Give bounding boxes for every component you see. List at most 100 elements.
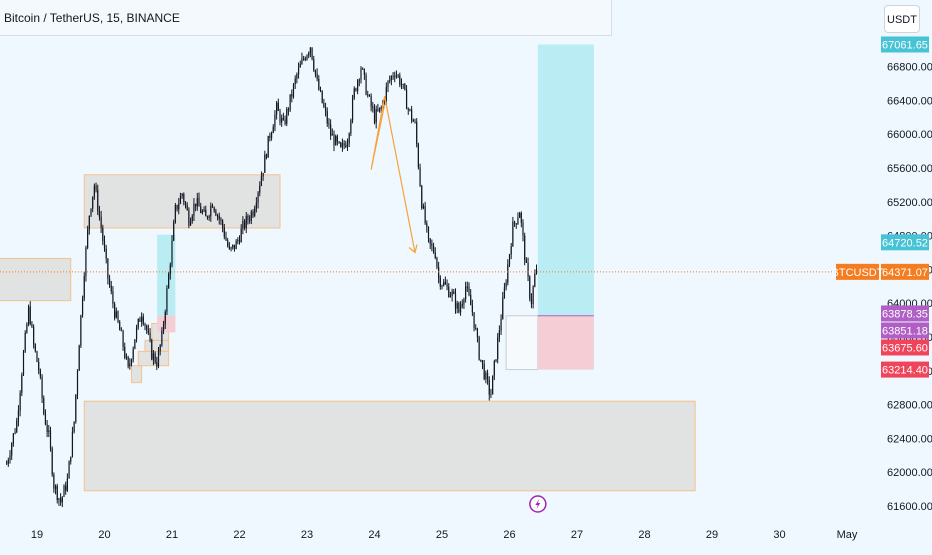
currency-button[interactable]: USDT bbox=[884, 5, 920, 33]
candle-body bbox=[90, 208, 92, 216]
candle-body bbox=[137, 318, 139, 328]
projection-path[interactable] bbox=[370, 96, 416, 253]
candle-body bbox=[245, 216, 247, 228]
candle-body bbox=[483, 363, 485, 380]
candle-body bbox=[534, 273, 536, 287]
candle-body bbox=[426, 223, 428, 227]
candle-body bbox=[36, 351, 38, 362]
candle-body bbox=[351, 98, 354, 121]
candle-body bbox=[456, 303, 458, 309]
candle-body bbox=[174, 205, 176, 223]
candle-body bbox=[233, 244, 236, 250]
price-tick-label: 66000.00 bbox=[887, 129, 932, 141]
candle-body bbox=[355, 88, 357, 91]
time-tick-label: 22 bbox=[233, 529, 245, 541]
candle-body bbox=[304, 58, 306, 60]
candle-body bbox=[29, 306, 31, 324]
zone-box[interactable] bbox=[83, 400, 696, 492]
candle-body bbox=[100, 216, 102, 228]
candle-body bbox=[363, 68, 365, 75]
svg-text:64371.07: 64371.07 bbox=[882, 267, 928, 279]
candle-body bbox=[228, 246, 230, 249]
candle-body bbox=[372, 106, 374, 109]
candle-body bbox=[88, 215, 90, 230]
zone-box[interactable] bbox=[144, 339, 170, 352]
candle-body bbox=[313, 59, 315, 70]
price-tick-label: 62000.00 bbox=[887, 467, 932, 479]
candle-body bbox=[274, 114, 276, 128]
candle-body bbox=[218, 215, 220, 220]
price-tick-label: 66800.00 bbox=[887, 62, 932, 74]
candle-body bbox=[166, 288, 168, 312]
candle-body bbox=[486, 372, 489, 380]
candle-body bbox=[92, 196, 94, 209]
candle-body bbox=[117, 311, 119, 322]
candle-body bbox=[439, 277, 441, 287]
candle-body bbox=[171, 240, 173, 265]
candle-body bbox=[46, 424, 48, 432]
candle-body bbox=[341, 143, 344, 148]
candle-body bbox=[56, 485, 58, 500]
candle-body bbox=[380, 107, 382, 109]
candle-body bbox=[296, 74, 298, 79]
candle-body bbox=[161, 330, 163, 345]
candle-body bbox=[294, 78, 296, 85]
small-stop-zone[interactable] bbox=[157, 315, 176, 333]
lightning-event-icon[interactable] bbox=[529, 495, 547, 513]
zone-box[interactable] bbox=[131, 365, 143, 384]
candle-body bbox=[114, 303, 116, 318]
candle-body bbox=[39, 370, 41, 377]
time-tick-label: 19 bbox=[31, 529, 43, 541]
candle-body bbox=[458, 303, 460, 313]
candle-body bbox=[402, 83, 404, 85]
candle-body bbox=[316, 73, 318, 79]
candle-body bbox=[53, 474, 55, 489]
candle-body bbox=[149, 332, 151, 340]
candle-body bbox=[411, 109, 413, 121]
candle-body bbox=[173, 222, 175, 241]
candle-body bbox=[424, 206, 426, 224]
candle-body bbox=[466, 286, 468, 288]
candle-body bbox=[75, 394, 77, 422]
candle-body bbox=[314, 69, 317, 74]
candle-body bbox=[21, 375, 23, 393]
stop-zone[interactable] bbox=[537, 315, 594, 370]
candle-body bbox=[252, 211, 254, 216]
candle-body bbox=[178, 203, 180, 210]
zone-box[interactable] bbox=[83, 174, 281, 229]
candle-body bbox=[95, 185, 97, 190]
candle-body bbox=[432, 245, 435, 253]
time-tick-label: May bbox=[837, 529, 858, 541]
position-range-box[interactable] bbox=[505, 315, 539, 371]
candle-body bbox=[127, 356, 129, 367]
target-zone[interactable] bbox=[537, 44, 594, 316]
zone-box[interactable] bbox=[0, 257, 72, 302]
small-target-zone[interactable] bbox=[157, 234, 176, 316]
time-tick-label: 21 bbox=[166, 529, 178, 541]
candle-body bbox=[257, 192, 259, 203]
candle-body bbox=[289, 94, 291, 111]
candle-body bbox=[532, 286, 534, 304]
price-axis[interactable]: 61600.0062000.0062400.0062800.0063200.00… bbox=[887, 62, 932, 513]
candle-body bbox=[60, 498, 62, 503]
candle-body bbox=[353, 88, 355, 99]
candle-body bbox=[186, 205, 188, 211]
price-tag: 63675.60 bbox=[881, 339, 929, 356]
candle-body bbox=[237, 239, 239, 242]
candle-body bbox=[255, 202, 257, 209]
candle-body bbox=[384, 101, 386, 103]
candle-body bbox=[459, 306, 462, 313]
candle-body bbox=[470, 294, 472, 306]
candle-body bbox=[449, 295, 452, 297]
candle-body bbox=[520, 213, 522, 223]
candle-body bbox=[108, 278, 111, 286]
time-axis[interactable]: 19 20 21 22 23 24 25 26 27 28 29 30 May bbox=[31, 529, 858, 541]
candle-body bbox=[27, 306, 30, 325]
candle-body bbox=[31, 323, 33, 327]
candle-body bbox=[297, 67, 300, 75]
time-tick-label: 28 bbox=[638, 529, 650, 541]
candle-body bbox=[132, 348, 134, 360]
svg-text:BTCUSDT: BTCUSDT bbox=[832, 267, 884, 279]
